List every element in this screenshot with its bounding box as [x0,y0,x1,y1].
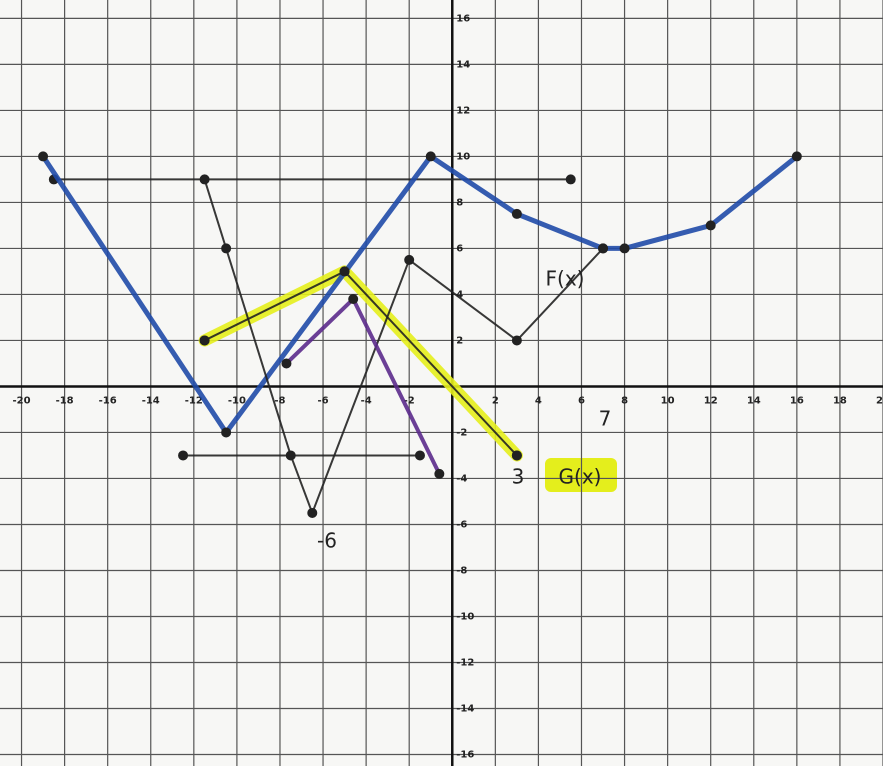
x-tick-label: 18 [833,395,847,406]
point [792,151,802,161]
x-tick-label: 14 [747,395,761,406]
point [286,450,296,460]
y-tick-label: -14 [456,703,474,714]
point [281,358,291,368]
point [706,220,716,230]
point [404,255,414,265]
y-tick-label: -10 [456,611,474,622]
point [566,174,576,184]
x-tick-label: -20 [12,395,30,406]
annotation: F(x) [546,267,585,291]
x-tick-label: 6 [578,395,585,406]
point [200,335,210,345]
point [178,450,188,460]
point [38,151,48,161]
x-tick-label: -10 [228,395,246,406]
annotation: 7 [599,407,612,431]
y-tick-label: 14 [456,59,470,70]
chart: -20 -18 -16 -14 -12 -10 -8 -6 -4 -2 2 4 6 8 10 12 14 16 18… [0,0,883,766]
point [340,266,350,276]
point [415,450,425,460]
x-tick-label: 12 [704,395,718,406]
y-tick-label: -6 [456,519,467,530]
annotation: -6 [317,529,337,553]
point [348,294,358,304]
point [512,209,522,219]
point [598,243,608,253]
point [221,427,231,437]
point [512,450,522,460]
y-tick-label: -16 [456,749,474,760]
y-tick-label: 8 [456,197,463,208]
y-tick-label: 6 [456,243,463,254]
x-tick-label: -8 [274,395,285,406]
x-tick-label: 4 [535,395,542,406]
x-tick-label: -18 [56,395,74,406]
y-tick-label: -12 [456,657,474,668]
y-tick-label: 12 [456,105,470,116]
x-tick-label: 16 [790,395,804,406]
page: {"chart_data": { "type": "line", "xlim":… [0,0,883,766]
point [512,335,522,345]
x-tick-label: -4 [361,395,372,406]
x-tick-label: -6 [317,395,328,406]
y-tick-label: 16 [456,13,470,24]
x-tick-label: 10 [661,395,675,406]
x-tick-label: -16 [99,395,117,406]
point [200,174,210,184]
x-tick-label: 8 [621,395,628,406]
y-tick-label: 10 [456,151,470,162]
y-tick-label: -8 [456,565,467,576]
x-tick-label: 20 [876,395,883,406]
annotation: G(x) [559,465,602,489]
y-tick-label: -2 [456,427,467,438]
point [434,469,444,479]
point [620,243,630,253]
point [221,243,231,253]
y-tick-label: -4 [456,473,467,484]
point [307,508,317,518]
y-tick-label: 2 [456,335,463,346]
annotation: 3 [512,465,525,489]
x-tick-label: 2 [492,395,499,406]
point [426,151,436,161]
x-tick-label: -14 [142,395,160,406]
